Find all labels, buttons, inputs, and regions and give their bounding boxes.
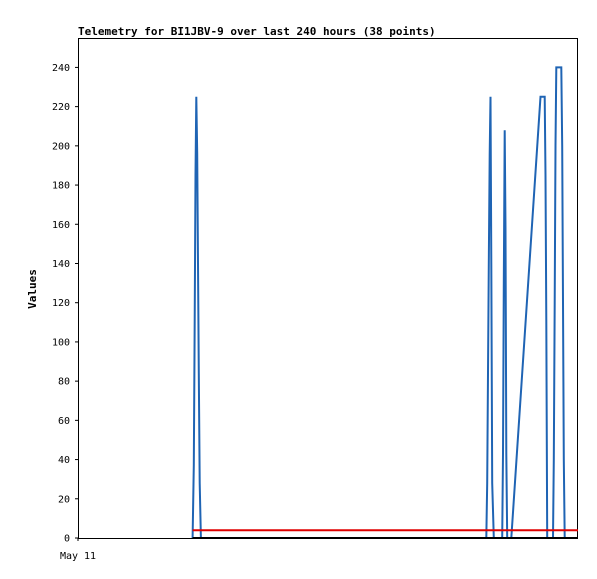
y-tick-label: 60 [58, 416, 70, 427]
y-tick-label: 240 [52, 63, 70, 74]
y-tick-label: 80 [58, 377, 70, 388]
y-tick-label: 140 [52, 259, 70, 270]
y-tick-label: 160 [52, 220, 70, 231]
chart-title: Telemetry for BI1JBV-9 over last 240 hou… [78, 25, 436, 38]
y-tick-label: 180 [52, 181, 70, 192]
y-tick-label: 100 [52, 337, 70, 348]
series-layer [191, 66, 578, 539]
x-tick-label: May 11 [60, 551, 96, 562]
y-axis: 0 20 40 60 80 100 120 140 160 180 200 220 240 [52, 63, 78, 545]
y-tick-label: 200 [52, 141, 70, 152]
y-tick-label: 220 [52, 102, 70, 113]
x-axis: May 11 [60, 538, 96, 562]
y-axis-label: Values [26, 269, 39, 309]
y-tick-label: 120 [52, 298, 70, 309]
series-1-line [191, 66, 566, 539]
y-tick-label: 40 [58, 455, 70, 466]
y-tick-label: 20 [58, 494, 70, 505]
y-tick-label: 0 [64, 534, 70, 545]
